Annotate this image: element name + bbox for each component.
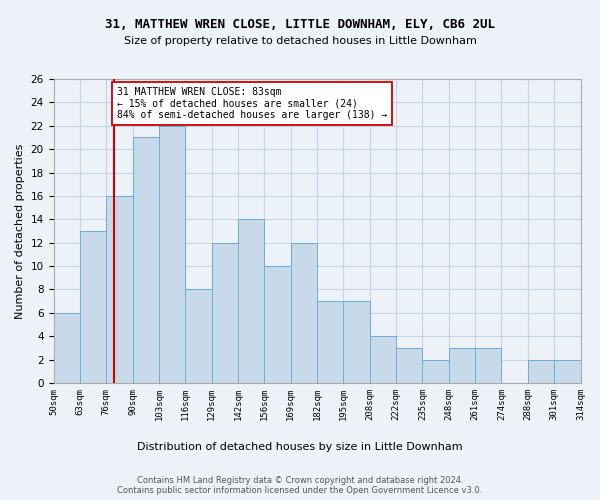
Bar — [370, 336, 396, 383]
Bar — [475, 348, 502, 383]
Text: Contains HM Land Registry data © Crown copyright and database right 2024.: Contains HM Land Registry data © Crown c… — [137, 476, 463, 485]
Text: 31, MATTHEW WREN CLOSE, LITTLE DOWNHAM, ELY, CB6 2UL: 31, MATTHEW WREN CLOSE, LITTLE DOWNHAM, … — [105, 18, 495, 30]
Bar — [265, 266, 290, 383]
Text: Distribution of detached houses by size in Little Downham: Distribution of detached houses by size … — [137, 442, 463, 452]
Bar — [238, 220, 265, 383]
Bar — [343, 301, 370, 383]
Bar — [422, 360, 449, 383]
Text: Size of property relative to detached houses in Little Downham: Size of property relative to detached ho… — [124, 36, 476, 46]
Bar — [528, 360, 554, 383]
Bar — [212, 242, 238, 383]
Bar — [133, 138, 159, 383]
Text: 31 MATTHEW WREN CLOSE: 83sqm
← 15% of detached houses are smaller (24)
84% of se: 31 MATTHEW WREN CLOSE: 83sqm ← 15% of de… — [117, 87, 387, 120]
Bar — [554, 360, 581, 383]
Bar — [317, 301, 343, 383]
Bar — [396, 348, 422, 383]
Bar — [185, 290, 212, 383]
Bar — [53, 313, 80, 383]
Text: Contains public sector information licensed under the Open Government Licence v3: Contains public sector information licen… — [118, 486, 482, 495]
Bar — [80, 231, 106, 383]
Bar — [106, 196, 133, 383]
Y-axis label: Number of detached properties: Number of detached properties — [15, 144, 25, 318]
Bar — [159, 126, 185, 383]
Bar — [290, 242, 317, 383]
Bar — [449, 348, 475, 383]
